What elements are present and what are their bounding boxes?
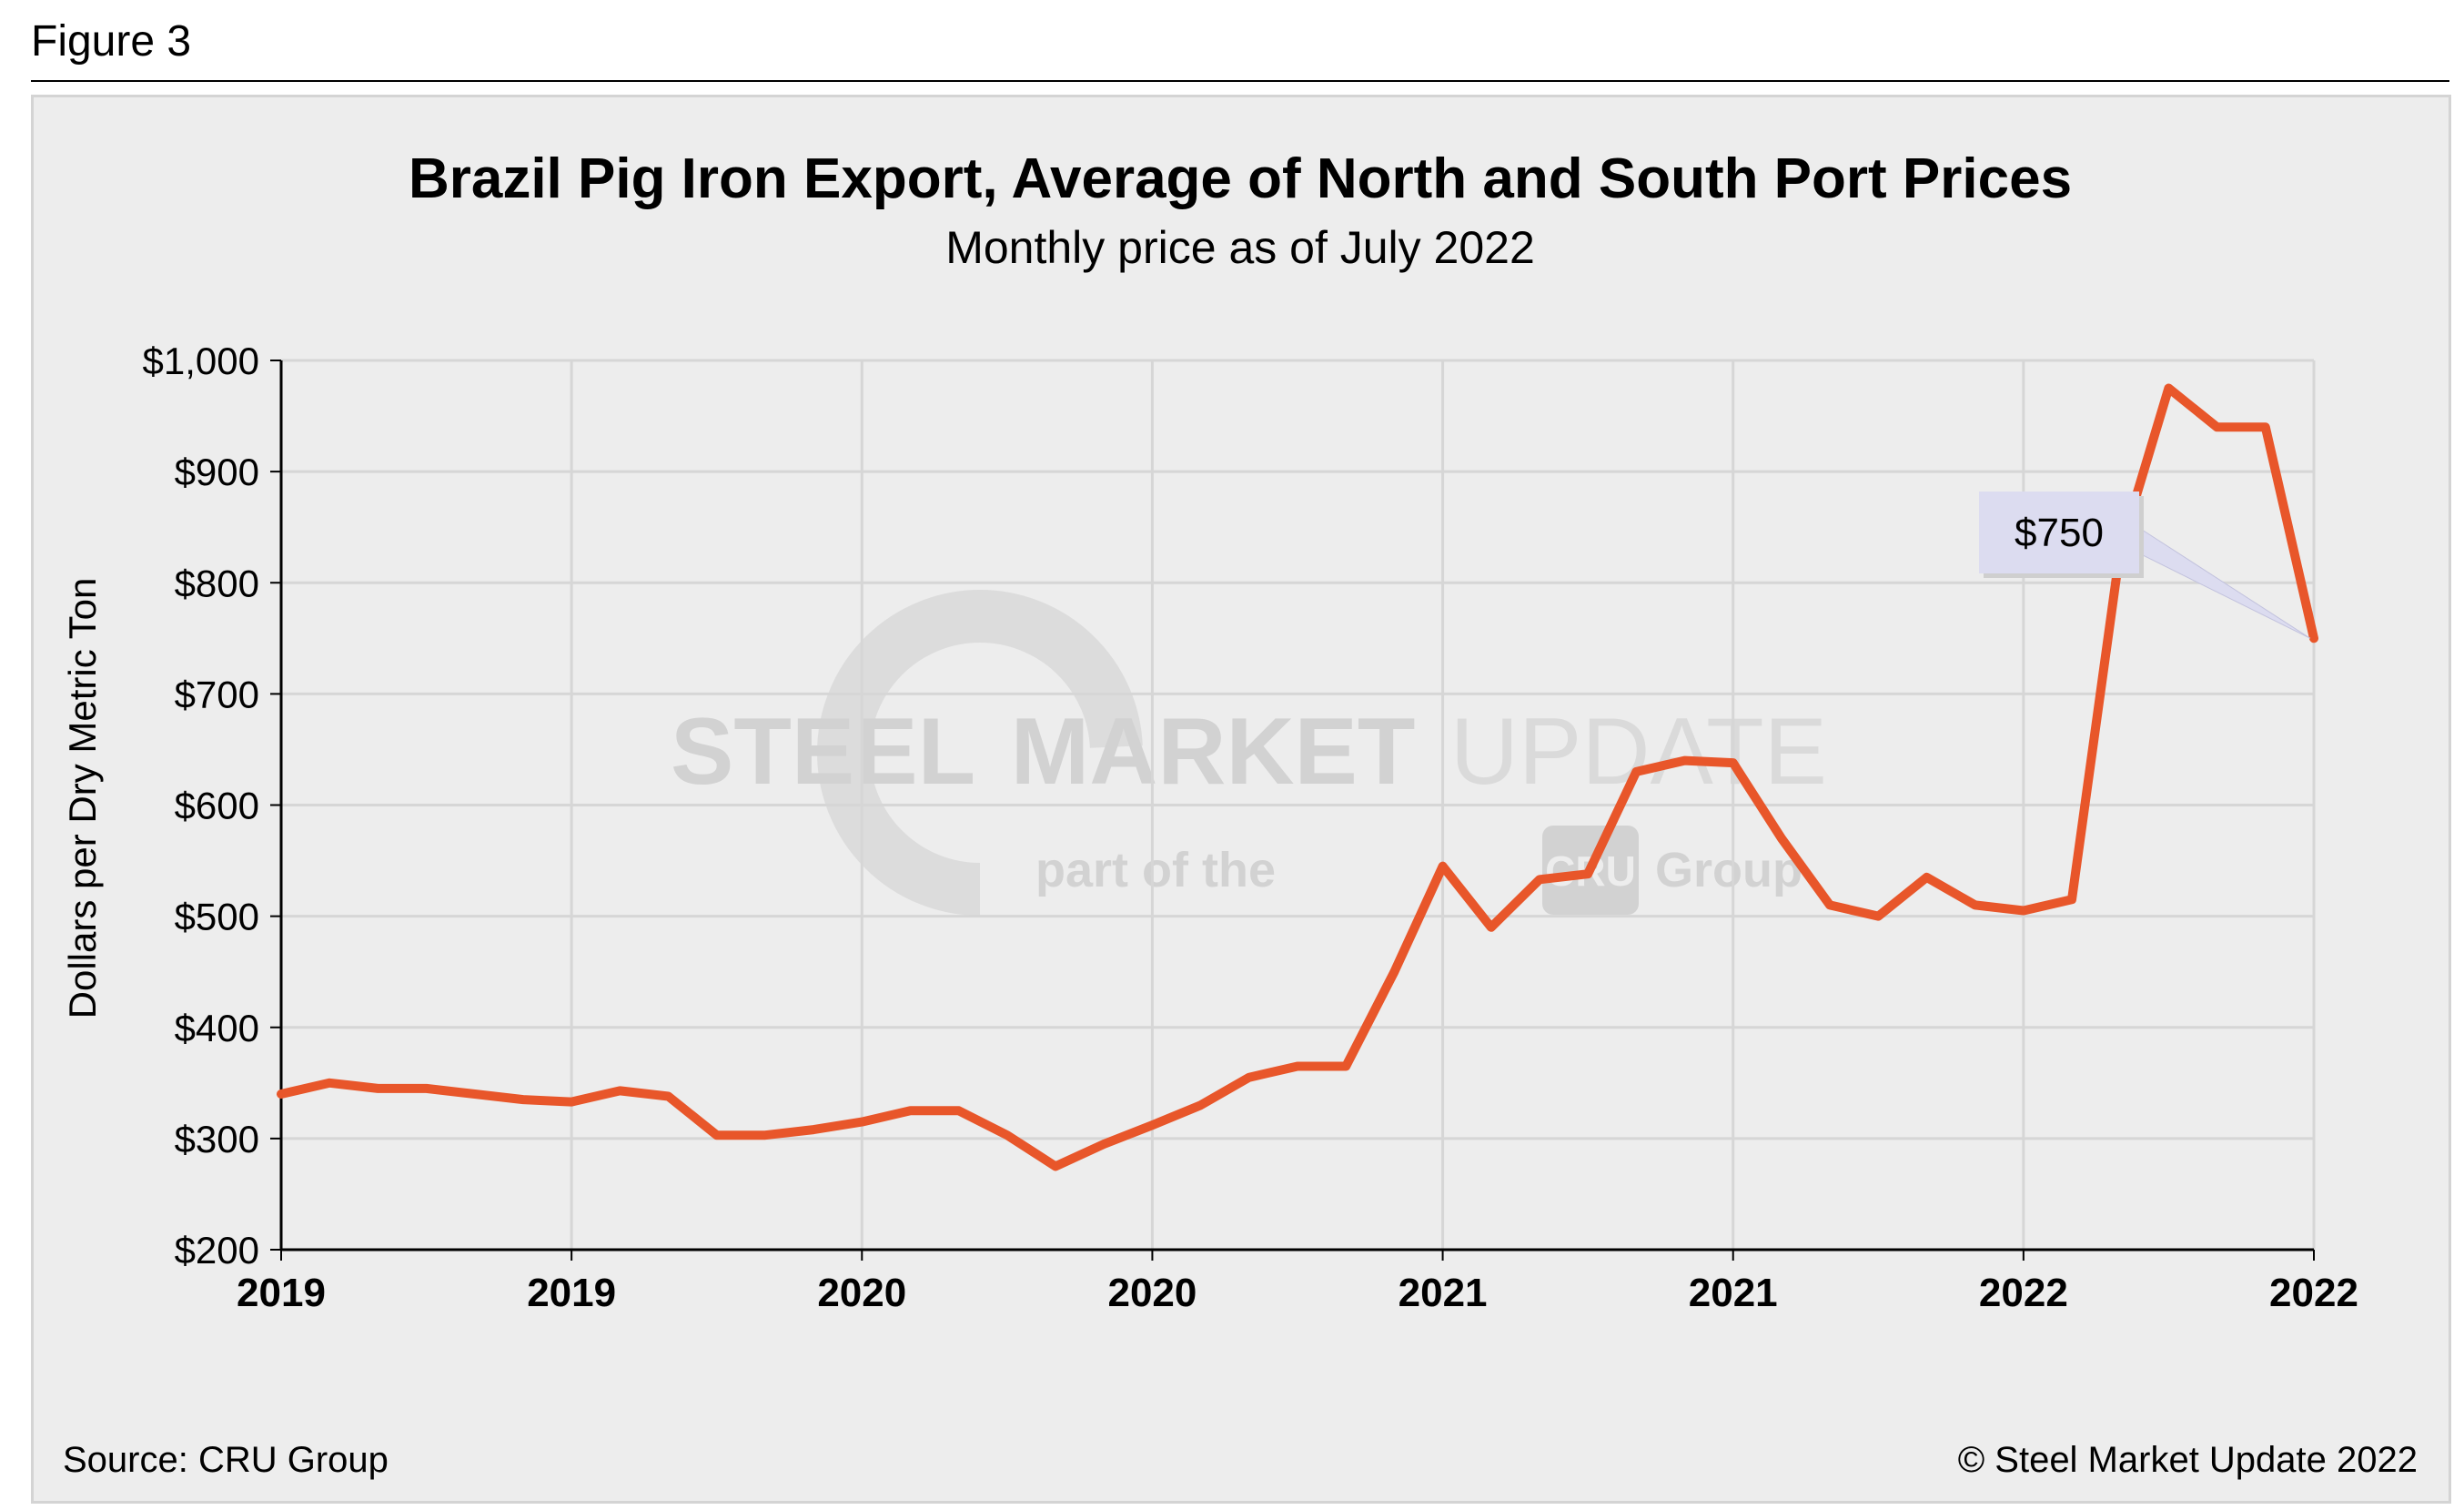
y-axis-ticks: $200 $300 $400 $500 $600 $700 $800 $900 $1,000 (143, 339, 281, 1272)
source-note: Source: CRU Group (63, 1440, 389, 1480)
callout-box (1979, 492, 2139, 573)
x-tick-label: 2019 (527, 1271, 616, 1315)
annotation-layer: $750 (1979, 492, 2311, 639)
y-tick-label: $1,000 (143, 339, 259, 382)
y-tick-label: $800 (175, 562, 259, 604)
watermark-swoosh-icon (817, 590, 1143, 916)
watermark-tagline-suffix: Group (1655, 843, 1803, 897)
y-tick-label: $700 (175, 673, 259, 715)
x-tick-label: 2021 (1689, 1271, 1778, 1315)
top-rule (31, 80, 2449, 82)
y-tick-label: $400 (175, 1007, 259, 1049)
watermark-tagline-prefix: part of the (1035, 843, 1276, 897)
series-layer (277, 383, 2318, 1171)
y-tick-label: $200 (175, 1229, 259, 1272)
chart-subtitle: Monthly price as of July 2022 (945, 222, 1535, 273)
y-tick-label: $900 (175, 451, 259, 493)
callout-label: $750 (2015, 511, 2104, 555)
y-tick-label: $600 (175, 785, 259, 827)
grid (281, 359, 2316, 1250)
x-axis-ticks: 2019 2019 2020 2020 2021 2021 2022 2022 (237, 1250, 2358, 1315)
chart-svg: Brazil Pig Iron Export, Average of North… (61, 147, 2418, 1480)
copyright-note: © Steel Market Update 2022 (1958, 1440, 2418, 1480)
y-tick-label: $300 (175, 1118, 259, 1160)
x-tick-label: 2021 (1399, 1271, 1488, 1315)
x-tick-label: 2019 (237, 1271, 326, 1315)
y-axis-label: Dollars per Dry Metric Ton (61, 578, 104, 1019)
watermark-word-market: MARKET (1011, 699, 1416, 805)
watermark: STEEL MARKET UPDATE part of the CRU Grou… (671, 590, 1827, 916)
x-tick-label: 2020 (1107, 1271, 1197, 1315)
y-tick-label: $500 (175, 896, 259, 938)
x-tick-label: 2020 (817, 1271, 906, 1315)
watermark-word-steel: STEEL (671, 699, 975, 805)
watermark-word-update: UPDATE (1450, 699, 1827, 805)
chart-panel: Brazil Pig Iron Export, Average of North… (31, 95, 2451, 1504)
series-line (277, 383, 2318, 1171)
figure-label: Figure 3 (31, 17, 192, 66)
svg-text:STEEL MARKET U: STEEL MARKET UPDATE (671, 699, 1827, 805)
x-tick-label: 2022 (1979, 1271, 2068, 1315)
x-tick-label: 2022 (2269, 1271, 2358, 1315)
chart-title: Brazil Pig Iron Export, Average of North… (409, 147, 2072, 210)
